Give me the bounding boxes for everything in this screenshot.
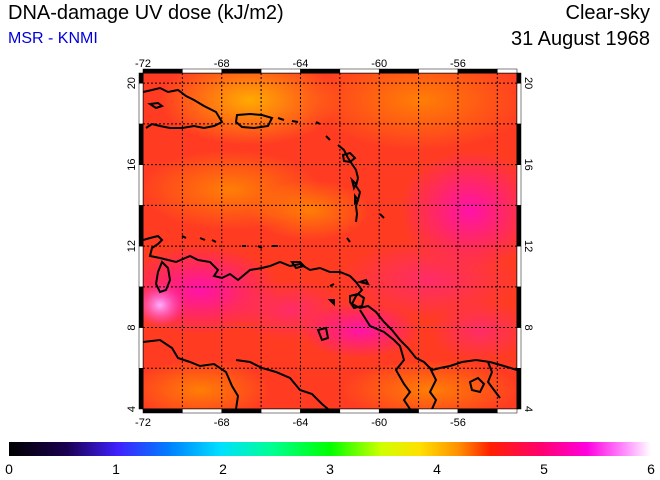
- colorbar-tick-label: 2: [219, 461, 227, 477]
- frame-border-segments: [138, 68, 522, 414]
- frame-segment-left: [138, 205, 144, 247]
- latitude-label-left: 16: [126, 159, 138, 171]
- coastline-south-america: [143, 234, 517, 372]
- latitude-label-right: 20: [522, 77, 534, 89]
- sky-mode-label: Clear-sky: [565, 2, 650, 24]
- frame-segment-left: [138, 245, 144, 288]
- coastline-puerto-rico: [234, 112, 274, 130]
- coastline-gonave: [147, 101, 165, 110]
- frame-segment-bottom: [418, 408, 459, 414]
- frame-segment-left: [138, 327, 144, 369]
- frame-segment-bottom: [260, 408, 301, 414]
- frame-segment-bottom: [378, 408, 419, 414]
- longitude-label-top: -72: [135, 58, 151, 70]
- latitude-label-right: 4: [522, 406, 534, 412]
- coastline-lesser-antilles: [277, 117, 385, 223]
- frame-segment-right: [516, 123, 522, 165]
- longitude-labels-bottom: -72 -68 -64 -60 -56: [135, 417, 466, 429]
- latitude-label-left: 12: [126, 240, 138, 252]
- colorbar: [9, 442, 651, 456]
- date-label: 31 August 1968: [510, 28, 650, 50]
- latitude-label-right: 16: [522, 159, 534, 171]
- frame-segment-bottom: [457, 408, 498, 414]
- colorbar-labels: 0 1 2 3 4 5 6: [5, 461, 655, 477]
- latitude-label-right: 8: [522, 324, 534, 330]
- coastline-interior-lake: [468, 376, 486, 394]
- longitude-label-top: -64: [293, 58, 309, 70]
- coastline-martinique: [350, 176, 358, 191]
- border-colombia-venezuela: [143, 338, 240, 409]
- longitude-label-top: -56: [450, 58, 466, 70]
- longitude-label-bottom: -56: [450, 417, 466, 429]
- frame-segment-right: [516, 327, 522, 369]
- map-title: DNA-damage UV dose (kJ/m2): [8, 2, 284, 24]
- longitude-label-bottom: -68: [214, 417, 230, 429]
- coastline-margarita: [290, 261, 306, 270]
- latitude-labels-left: 4 8 12 16 20: [126, 77, 138, 412]
- colorbar-tick-label: 0: [5, 461, 13, 477]
- longitude-labels-top: -72 -68 -64 -60 -56: [135, 58, 466, 70]
- frame-segment-left: [138, 82, 144, 125]
- source-label: MSR - KNMI: [8, 30, 98, 47]
- frame-segment-right: [516, 205, 522, 247]
- frame-segment-right: [516, 72, 522, 84]
- frame-segment-left: [138, 368, 144, 410]
- coastline-trinidad: [349, 292, 366, 310]
- frame-segment-right: [516, 164, 522, 206]
- frame-segment-right: [516, 245, 522, 288]
- frame-segment-left: [138, 72, 144, 84]
- border-venezuela-brazil: [235, 359, 329, 409]
- frame-segment-right: [516, 286, 522, 328]
- colorbar-tick-label: 6: [647, 461, 655, 477]
- border-suriname-guiana: [486, 361, 501, 399]
- coastline-tobago: [356, 278, 370, 286]
- longitude-label-top: -60: [371, 58, 387, 70]
- longitude-label-bottom: -64: [293, 417, 309, 429]
- latitude-label-left: 20: [126, 77, 138, 89]
- colorbar-tick-label: 1: [112, 461, 120, 477]
- longitude-label-top: -68: [214, 58, 230, 70]
- latitude-label-left: 4: [126, 406, 138, 412]
- frame-segment-bottom: [339, 408, 380, 414]
- frame-segment-right: [516, 82, 522, 125]
- frame-segment-bottom: [221, 408, 262, 414]
- frame-segment-bottom: [300, 408, 341, 414]
- coastline-trinidad-small: [329, 283, 335, 287]
- frame-segment-top: [497, 68, 518, 74]
- latitude-labels-right: 4 8 12 16 20: [522, 77, 534, 412]
- frame-segment-right: [516, 368, 522, 410]
- frame-segment-left: [138, 123, 144, 165]
- coastline-hispaniola: [143, 86, 224, 130]
- latitude-label-right: 12: [522, 240, 534, 252]
- frame-segment-left: [138, 286, 144, 328]
- frame-segment-bottom: [182, 408, 222, 414]
- coastline-orinoco-delta: [316, 299, 335, 342]
- coastline-lake-maracaibo: [154, 260, 172, 294]
- frame-segment-left: [138, 164, 144, 206]
- coastline-st-lucia: [354, 193, 360, 206]
- coastline-grenada: [346, 237, 351, 243]
- latitude-label-left: 8: [126, 324, 138, 330]
- longitude-label-bottom: -60: [371, 417, 387, 429]
- frame-segment-bottom: [497, 408, 518, 414]
- colorbar-tick-label: 5: [540, 461, 548, 477]
- colorbar-tick-label: 4: [433, 461, 441, 477]
- border-guyana-suriname: [428, 367, 438, 409]
- coastline-guadeloupe: [341, 151, 357, 164]
- colorbar-tick-label: 3: [326, 461, 334, 477]
- graticule: [143, 73, 517, 409]
- uv-dose-field: [143, 73, 517, 409]
- frame-segment-bottom: [142, 408, 183, 414]
- longitude-label-bottom: -72: [135, 417, 151, 429]
